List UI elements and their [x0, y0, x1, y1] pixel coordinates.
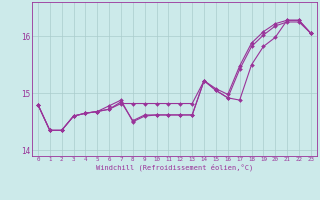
X-axis label: Windchill (Refroidissement éolien,°C): Windchill (Refroidissement éolien,°C) [96, 164, 253, 171]
